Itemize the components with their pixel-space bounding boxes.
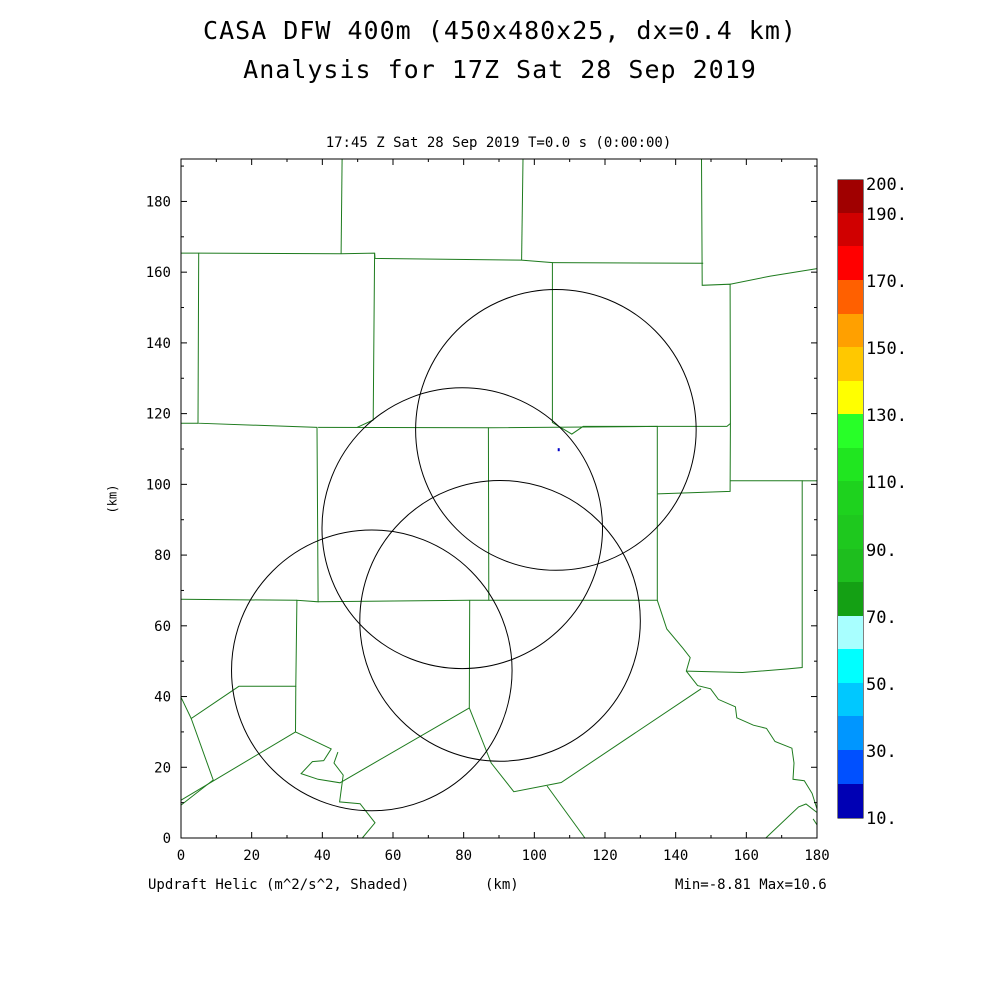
color-bin [838, 750, 863, 784]
x-tick-label: 80 [455, 848, 472, 864]
color-bin [838, 784, 863, 818]
x-tick-label: 120 [592, 848, 617, 864]
plot-frame [180, 158, 818, 839]
x-tick-label: 20 [243, 848, 260, 864]
color-bar-label: 200. [866, 175, 907, 195]
county-boundary-line [521, 158, 524, 261]
color-bar-label: 70. [866, 608, 897, 628]
y-tick-label: 120 [146, 407, 171, 423]
y-tick-label: 180 [146, 194, 171, 210]
y-tick-label: 140 [146, 336, 171, 352]
color-bin [838, 515, 863, 549]
color-bin [838, 582, 863, 616]
county-boundary-line [180, 718, 214, 806]
updraft-helicity-cell [557, 448, 560, 452]
county-boundary-line [198, 252, 376, 428]
color-bin [838, 448, 863, 481]
color-bin [838, 180, 863, 213]
y-tick-label: 100 [146, 477, 171, 493]
color-bar-label: 90. [866, 541, 897, 561]
color-bin [838, 649, 863, 683]
county-boundary-line [730, 268, 818, 285]
radar-range-rings [231, 288, 697, 812]
county-boundary-line [657, 423, 731, 495]
county-boundary-line [374, 158, 731, 435]
color-bin [838, 481, 863, 515]
county-boundary-line [812, 818, 818, 826]
color-bar: 200. 190. 170. 150. 130. 110. 90. 70. 50… [837, 175, 907, 829]
figure-title-line1: CASA DFW 400m (450x480x25, dx=0.4 km) [203, 16, 797, 45]
min-max-readout: Min=-8.81 Max=10.6 [675, 877, 827, 893]
county-boundary-line [656, 600, 818, 810]
x-axis-ticks: 0 20 40 60 80 100 120 140 160 180 [177, 159, 830, 864]
county-boundaries [180, 158, 818, 839]
county-boundary-line [686, 480, 803, 674]
x-tick-label: 0 [177, 848, 185, 864]
county-boundary-line [468, 600, 702, 793]
color-bin [838, 381, 863, 414]
color-bin [838, 414, 863, 448]
color-bin [838, 280, 863, 314]
x-tick-label: 160 [734, 848, 759, 864]
color-bar-label: 50. [866, 675, 897, 695]
y-tick-label: 60 [154, 619, 171, 635]
color-bar-label: 150. [866, 339, 907, 359]
y-tick-label: 160 [146, 265, 171, 281]
x-tick-label: 140 [663, 848, 688, 864]
y-tick-label: 40 [154, 690, 171, 706]
county-boundary-line [546, 785, 586, 839]
x-tick-label: 180 [804, 848, 829, 864]
plot-timestamp: 17:45 Z Sat 28 Sep 2019 T=0.0 s (0:00:00… [325, 135, 672, 151]
county-boundary-line [180, 707, 470, 801]
radar-range-ring [231, 529, 513, 812]
county-boundary-line [180, 252, 319, 720]
county-boundary-line [488, 425, 658, 601]
color-bar-label: 10. [866, 809, 897, 829]
color-bar-label: 130. [866, 406, 907, 426]
radar-range-ring [359, 479, 641, 762]
x-tick-label: 60 [385, 848, 402, 864]
color-bin [838, 213, 863, 246]
color-bin [838, 347, 863, 381]
color-bar-label: 30. [866, 742, 897, 762]
color-bin [838, 549, 863, 582]
x-axis-label: (km) [485, 877, 519, 893]
y-tick-label: 20 [154, 760, 171, 776]
y-axis-ticks: 0 20 40 60 80 100 120 140 160 180 [146, 165, 817, 847]
radar-range-ring [415, 288, 697, 571]
color-bin [838, 314, 863, 347]
county-boundary-line [180, 598, 297, 601]
county-boundary-line [340, 158, 343, 254]
color-bin [838, 246, 863, 280]
color-bin [838, 616, 863, 649]
y-tick-label: 80 [154, 548, 171, 564]
color-bar-label: 190. [866, 205, 907, 225]
field-description: Updraft Helic (m^2/s^2, Shaded) [148, 877, 410, 893]
county-boundary-line [552, 262, 704, 264]
data-points [557, 448, 560, 452]
y-tick-label: 0 [163, 831, 171, 847]
county-boundary-line [333, 751, 376, 839]
x-tick-label: 40 [314, 848, 331, 864]
color-bar-label: 110. [866, 473, 907, 493]
county-boundary-line [765, 803, 818, 839]
color-bin [838, 716, 863, 750]
radar-range-ring [321, 387, 604, 670]
x-tick-label: 100 [522, 848, 547, 864]
color-bar-label: 170. [866, 272, 907, 292]
color-bin [838, 683, 863, 716]
figure-title-line2: Analysis for 17Z Sat 28 Sep 2019 [243, 55, 757, 84]
